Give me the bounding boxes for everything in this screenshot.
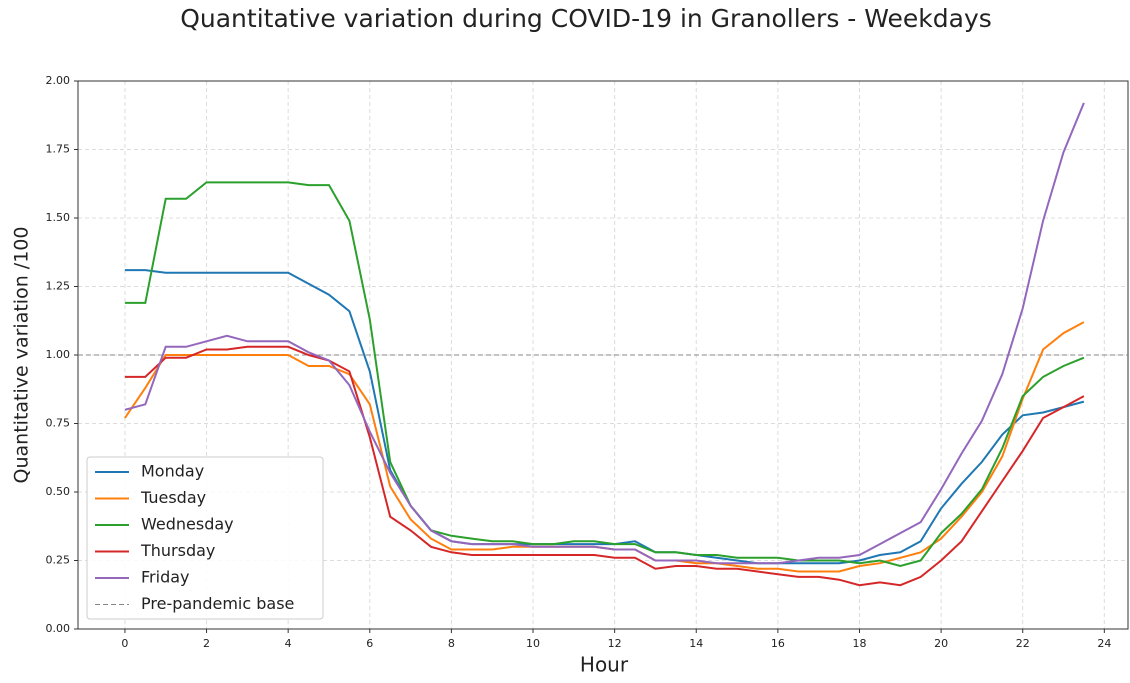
y-tick-label: 2.00: [46, 74, 71, 87]
x-tick-label: 22: [1016, 637, 1030, 650]
legend-label: Tuesday: [140, 488, 206, 507]
y-tick-label: 1.75: [46, 143, 71, 156]
series-line: [124, 181, 1085, 568]
legend: Monday Tuesday Wednesday Thursday Friday Pre-…: [86, 456, 324, 620]
x-tick-label: 6: [366, 637, 373, 650]
y-tick-label: 0.00: [46, 622, 71, 635]
x-tick-label: 4: [285, 637, 292, 650]
legend-label: Thursday: [140, 541, 215, 560]
legend-label: Pre-pandemic base: [141, 594, 294, 613]
legend-label: Friday: [141, 568, 190, 587]
x-tick-label: 12: [608, 637, 622, 650]
x-tick-label: 0: [121, 637, 128, 650]
y-axis-label: Quantitative variation /100: [11, 227, 33, 484]
x-tick-label: 16: [771, 637, 785, 650]
y-tick-label: 1.00: [46, 348, 71, 361]
x-tick-label: 10: [526, 637, 540, 650]
x-tick-label: 20: [934, 637, 948, 650]
legend-box: [86, 456, 324, 620]
x-tick-label: 2: [203, 637, 210, 650]
series-line: [124, 345, 1085, 587]
x-tick-label: 8: [448, 637, 455, 650]
y-tick-label: 0.25: [46, 554, 71, 567]
chart-title: Quantitative variation during COVID-19 i…: [180, 4, 992, 33]
x-tick-label: 14: [689, 637, 703, 650]
x-tick-label: 24: [1097, 637, 1111, 650]
series-line: [124, 269, 1085, 565]
x-axis-label: Hour: [580, 653, 629, 677]
y-tick-label: 1.25: [46, 280, 71, 293]
series-line: [124, 102, 1085, 565]
y-tick-label: 1.50: [46, 211, 71, 224]
y-tick-label: 0.50: [46, 485, 71, 498]
legend-label: Monday: [141, 462, 204, 481]
x-tick-label: 18: [852, 637, 866, 650]
y-tick-label: 0.75: [46, 417, 71, 430]
legend-label: Wednesday: [141, 515, 234, 534]
